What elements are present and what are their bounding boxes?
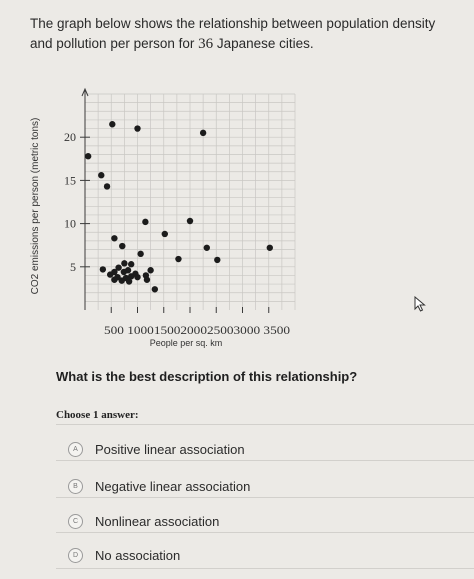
divider	[56, 568, 474, 569]
data-point	[203, 244, 210, 251]
option-a-letter: A	[68, 441, 83, 457]
option-d-label: No association	[95, 547, 181, 563]
data-point	[115, 264, 122, 271]
option-b[interactable]: B Negative linear association	[68, 475, 250, 497]
data-point	[137, 250, 144, 258]
question-number: 36	[198, 36, 214, 52]
option-c-letter: C	[68, 513, 83, 529]
option-a-label: Positive linear association	[95, 441, 245, 457]
y-tick-label: 10	[64, 217, 76, 231]
data-point	[214, 256, 221, 264]
choose-label: Choose 1 answer:	[56, 409, 139, 421]
data-point	[120, 268, 128, 276]
chart-svg: 5 10 15 20 500 10001500200025003000 3500Peop…	[30, 87, 296, 348]
divider	[56, 460, 474, 461]
y-tick-label: 5	[70, 260, 76, 274]
data-point	[199, 129, 207, 137]
x-tick-labels: 500 10001500200025003000 3500	[104, 323, 290, 337]
data-point	[266, 244, 273, 251]
y-axis-arrow-icon	[81, 87, 89, 97]
option-d[interactable]: D No association	[68, 544, 180, 566]
data-point	[134, 273, 141, 281]
option-c[interactable]: C Nonlinear association	[68, 510, 219, 532]
divider	[56, 424, 474, 425]
divider	[56, 497, 474, 498]
data-point	[143, 276, 151, 283]
scatter-chart: 5 10 15 20 500 10001500200025003000 3500 Peop…	[0, 80, 474, 370]
data-point	[111, 235, 118, 242]
data-point	[161, 230, 168, 238]
x-axis-title: People per sq. km	[150, 338, 223, 348]
data-point	[128, 273, 135, 280]
option-a[interactable]: A Positive linear association	[68, 438, 245, 460]
data-point	[175, 255, 182, 263]
question-text: The graph below shows the relationship b…	[30, 14, 460, 54]
y-axis-title: CO2 emissions per person (metric tons)	[30, 118, 41, 295]
data-point	[134, 125, 141, 132]
data-point	[118, 277, 125, 284]
data-point	[151, 286, 159, 293]
data-point	[84, 153, 92, 160]
data-point	[99, 266, 107, 273]
data-point	[147, 267, 154, 274]
pointer-cursor-icon	[414, 296, 426, 312]
data-point	[103, 183, 111, 190]
data-point	[107, 271, 114, 278]
data-point	[128, 261, 135, 268]
data-point	[119, 242, 126, 250]
question-text-after: Japanese cities.	[213, 36, 314, 51]
data-point	[98, 172, 105, 179]
data-point	[186, 217, 194, 225]
data-point	[121, 260, 128, 267]
option-c-label: Nonlinear association	[95, 513, 220, 529]
option-d-letter: D	[68, 547, 83, 563]
option-b-label: Negative linear association	[95, 478, 251, 494]
question-text-before: The graph below shows the relationship b…	[30, 16, 436, 51]
prompt-text: What is the best description of this rel…	[56, 369, 358, 384]
data-point	[111, 276, 118, 283]
y-tick-label: 20	[64, 130, 76, 144]
data-point	[109, 121, 116, 128]
data-point	[142, 218, 149, 226]
data-point	[125, 278, 133, 285]
y-tick-label: 15	[64, 173, 76, 187]
option-b-letter: B	[68, 478, 83, 494]
divider	[56, 532, 474, 533]
